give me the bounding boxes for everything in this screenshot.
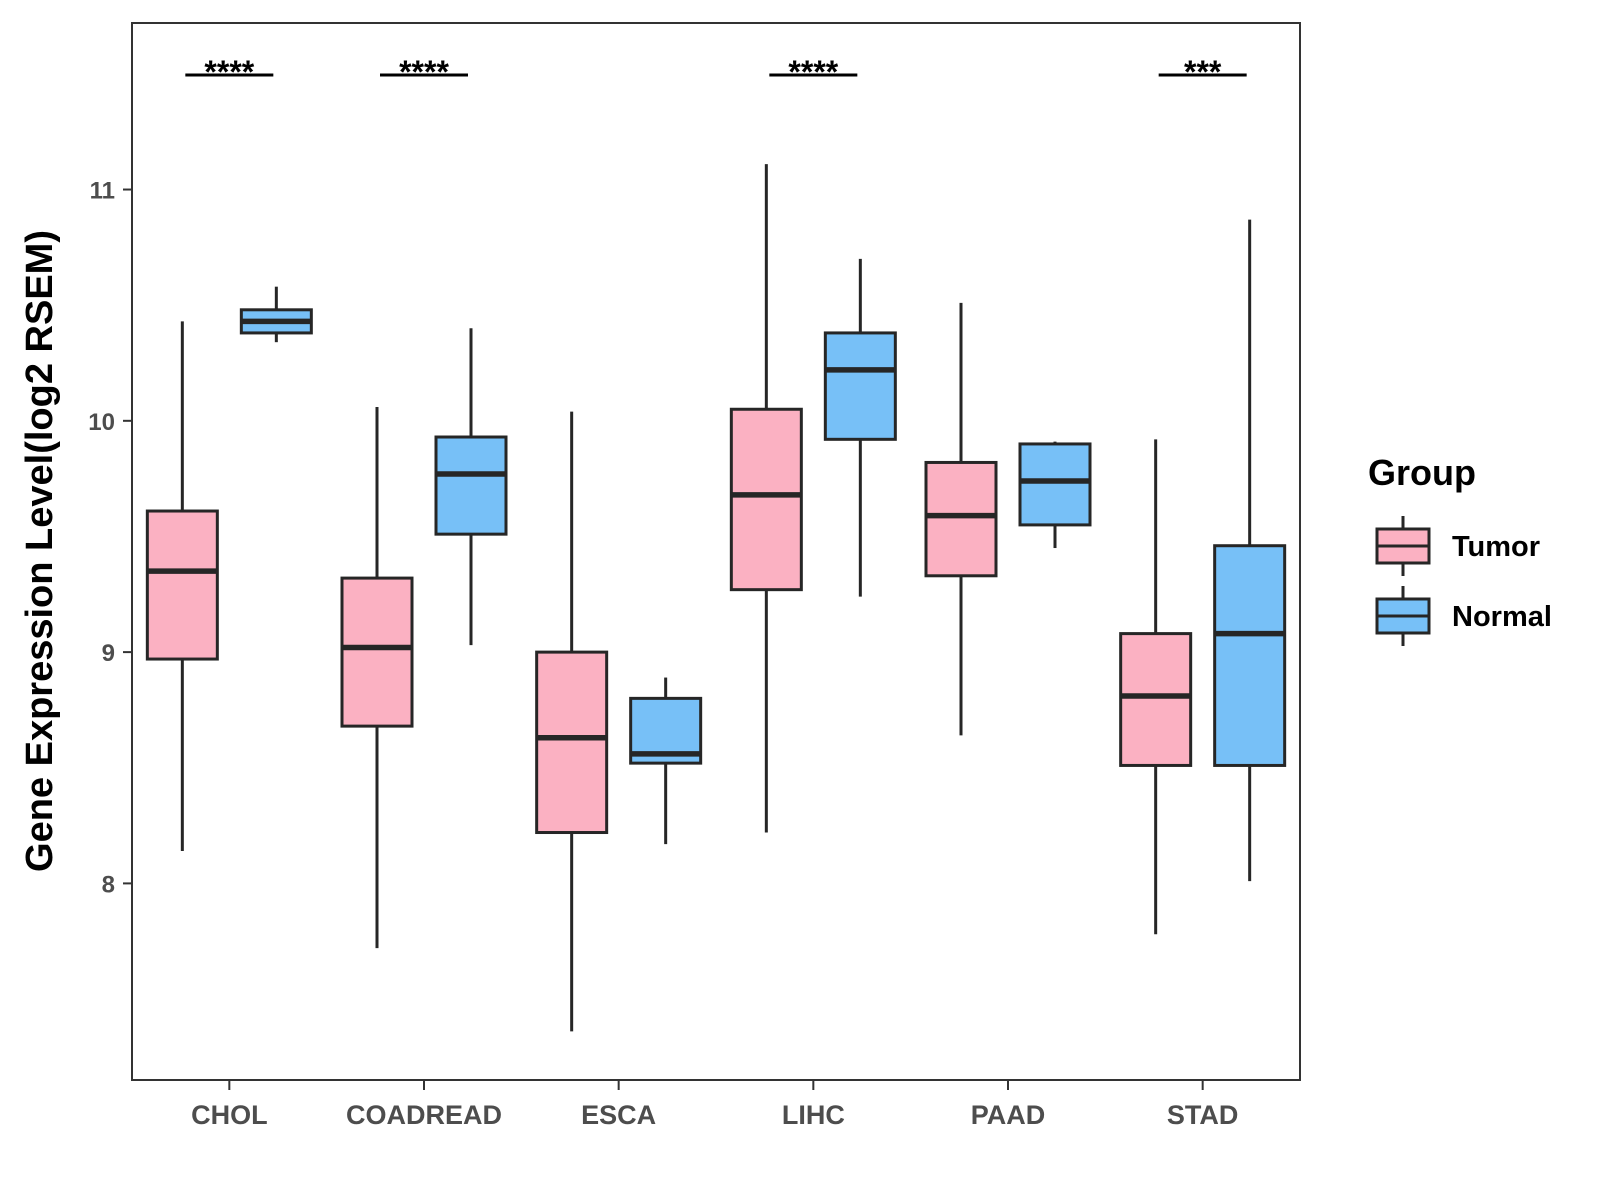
y-axis-label: Gene Expression Level(log2 RSEM) [19, 230, 61, 872]
box-body [535, 650, 609, 835]
legend-label: Tumor [1452, 531, 1540, 563]
legend-title: Group [1368, 452, 1476, 493]
significance-label: **** [399, 54, 449, 90]
plot-background [132, 23, 1300, 1080]
x-tick-label: PAAD [971, 1100, 1046, 1130]
x-axis: CHOL COADREAD ESCA LIHC PAAD STAD [191, 1080, 1238, 1130]
x-tick-label: ESCA [581, 1100, 656, 1130]
legend: Group Tumor Normal [1368, 452, 1552, 646]
significance-coadread: **** [380, 54, 468, 90]
box-body [729, 407, 803, 592]
boxes-layer [145, 164, 1287, 1032]
box-normal-stad [1213, 219, 1287, 882]
significance-stad: *** [1158, 54, 1247, 90]
x-tick-label: STAD [1167, 1100, 1239, 1130]
significance-label: **** [788, 54, 838, 90]
box-normal-paad [1018, 441, 1092, 549]
box-normal-chol [239, 286, 313, 343]
significance-label: **** [204, 54, 254, 90]
y-tick-label: 10 [88, 409, 115, 436]
box-normal-coadread [434, 328, 508, 646]
box-body [1213, 544, 1287, 767]
legend-item-tumor: Tumor [1375, 516, 1540, 576]
y-tick-label: 11 [90, 178, 115, 205]
box-body [340, 576, 414, 728]
significance-lihc: **** [769, 54, 858, 90]
significance-layer: **** **** **** *** [185, 54, 1247, 90]
significance-chol: **** [185, 54, 274, 90]
box-tumor-lihc [729, 164, 803, 833]
box-body [434, 435, 508, 536]
y-axis: 8 9 10 11 [88, 178, 132, 898]
box-tumor-stad [1119, 439, 1193, 935]
plot-panel-border [131, 22, 1301, 1081]
box-tumor-paad [924, 302, 998, 736]
x-tick-label: LIHC [782, 1100, 845, 1130]
box-body [1018, 442, 1092, 527]
box-body [823, 331, 897, 441]
box-body [924, 460, 998, 578]
x-tick-label: COADREAD [346, 1100, 502, 1130]
box-body [1119, 632, 1193, 767]
box-body [145, 509, 219, 661]
legend-item-normal: Normal [1375, 586, 1552, 646]
box-tumor-esca [535, 411, 609, 1032]
box-tumor-chol [145, 321, 219, 852]
y-tick-label: 9 [102, 640, 115, 667]
y-tick-label: 8 [102, 871, 115, 898]
x-tick-label: CHOL [191, 1100, 268, 1130]
box-tumor-coadread [340, 406, 414, 949]
box-normal-lihc [823, 258, 897, 597]
legend-label: Normal [1452, 601, 1552, 633]
significance-label: *** [1184, 54, 1222, 90]
box-normal-esca [629, 677, 703, 845]
